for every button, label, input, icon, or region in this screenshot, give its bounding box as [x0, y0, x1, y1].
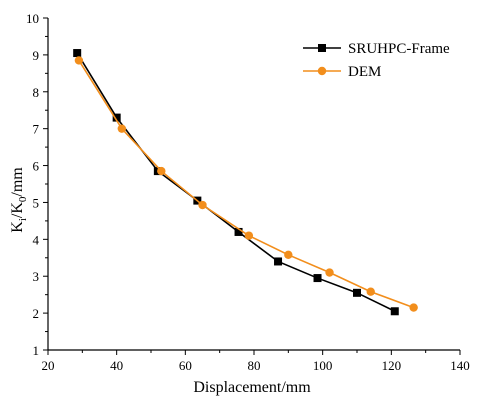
y-axis-title-mid: /K: [9, 202, 26, 218]
y-tick-label: 10: [26, 11, 39, 26]
x-tick-label: 140: [450, 358, 470, 373]
legend-marker-dem: [317, 66, 327, 76]
y-tick-label: 9: [33, 48, 40, 63]
data-point-sruhpc-frame: [313, 274, 322, 283]
data-point-sruhpc-frame: [274, 257, 283, 266]
data-point-dem: [157, 166, 166, 176]
data-point-sruhpc-frame: [234, 227, 243, 236]
y-axis-title-sub2: 0: [17, 196, 29, 202]
x-tick-label: 40: [110, 358, 123, 373]
y-tick-label: 3: [33, 269, 40, 284]
data-point-sruhpc-frame: [353, 288, 361, 297]
legend: SRUHPC-Frame DEM: [303, 41, 450, 80]
x-tick-label: 20: [42, 358, 55, 373]
series-layer: [73, 49, 418, 316]
y-tick-label: 4: [33, 232, 40, 247]
x-axis-title: Displacement/mm: [193, 379, 311, 396]
y-axis-title-tail: /mm: [9, 167, 26, 197]
data-point-dem: [74, 56, 84, 65]
legend-marker-sruhpc-frame: [318, 44, 326, 52]
series-line-sruhpc-frame: [76, 52, 396, 312]
data-point-dem: [284, 250, 293, 260]
y-tick-label: 2: [33, 306, 40, 321]
y-tick-label: 1: [33, 343, 40, 358]
y-axis-title-sub1: i: [17, 218, 29, 221]
x-tick-label: 100: [313, 358, 333, 373]
y-axis-title-base: K: [9, 221, 26, 233]
data-point-sruhpc-frame: [390, 307, 399, 316]
legend-label-sruhpc-frame: SRUHPC-Frame: [348, 41, 450, 57]
y-tick-label: 8: [33, 85, 40, 100]
data-point-dem: [198, 200, 207, 210]
y-tick-label: 6: [33, 159, 40, 174]
legend-label-dem: DEM: [348, 64, 381, 80]
x-tick-label: 60: [179, 358, 192, 373]
y-tick-label: 7: [33, 122, 40, 137]
data-point-dem: [244, 231, 254, 240]
x-tick-label: 120: [382, 358, 402, 373]
data-point-dem: [117, 124, 127, 133]
data-point-sruhpc-frame: [112, 113, 121, 122]
data-point-sruhpc-frame: [73, 49, 82, 58]
data-point-dem: [409, 303, 418, 312]
data-point-dem: [325, 268, 334, 277]
series-line-dem: [78, 59, 414, 309]
y-tick-label: 5: [33, 195, 40, 210]
axes: 20 40 60 80 100 120 140 1 2 3 4 5 6 7 8 9 10: [26, 11, 470, 373]
y-axis-title: Ki/K0/mm: [9, 167, 29, 233]
data-point-dem: [366, 287, 375, 296]
x-tick-label: 80: [248, 358, 261, 373]
